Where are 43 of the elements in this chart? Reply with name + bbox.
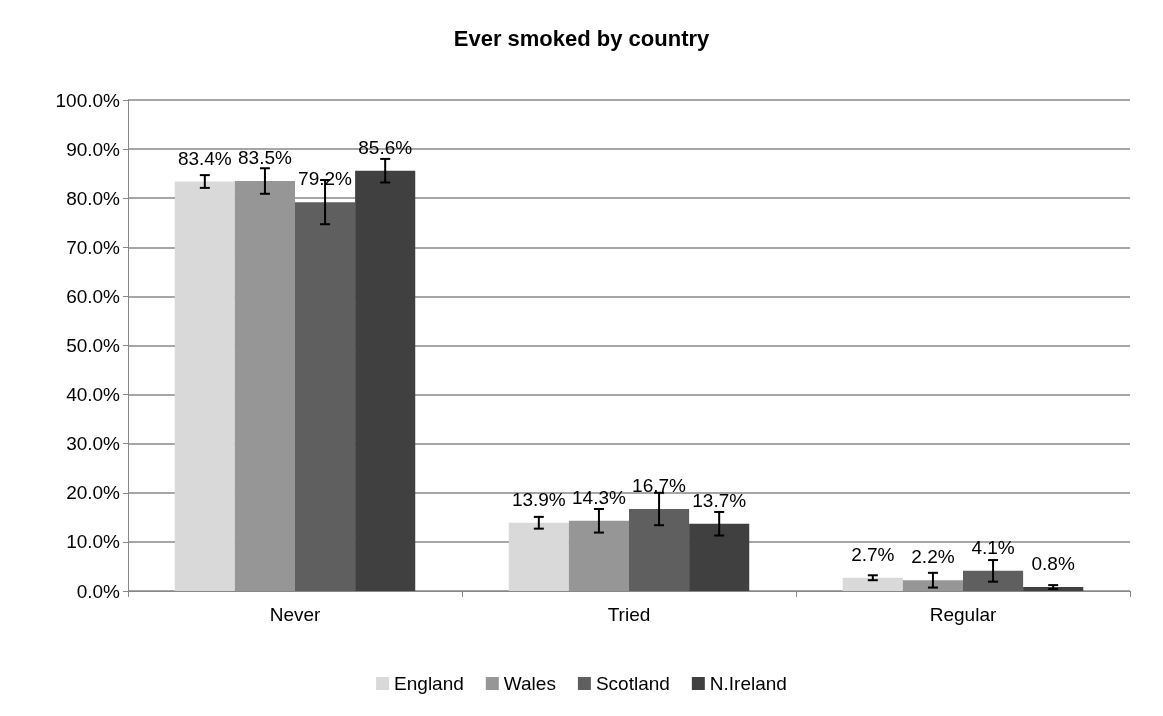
data-label: 85.6% (358, 136, 413, 158)
bar (508, 522, 569, 591)
data-label: 14.3% (572, 486, 626, 508)
bar (568, 520, 629, 591)
y-tick-label: 40.0% (66, 384, 121, 406)
bar (629, 509, 690, 591)
bar (295, 202, 356, 591)
bar (842, 577, 903, 591)
y-tick-label: 60.0% (66, 285, 121, 307)
data-label: 2.7% (851, 543, 895, 565)
chart-title: Ever smoked by country (453, 25, 711, 51)
data-label: 0.8% (1031, 553, 1075, 575)
y-tick-label: 30.0% (66, 433, 121, 455)
data-label: 79.2% (298, 168, 353, 190)
bar (689, 523, 750, 591)
bar (902, 580, 963, 591)
y-tick-label: 90.0% (66, 138, 121, 160)
bar (174, 181, 235, 591)
bar (1023, 587, 1084, 591)
legend-label: N.Ireland (709, 673, 787, 694)
data-label: 4.1% (971, 536, 1015, 558)
data-label: 13.7% (692, 489, 747, 511)
x-tick-label: Tried (607, 604, 651, 625)
data-label: 83.5% (238, 147, 292, 169)
legend-label: Scotland (595, 673, 670, 694)
data-label: 83.4% (177, 147, 232, 169)
legend-label: Wales (503, 673, 556, 694)
y-tick-label: 0.0% (76, 580, 121, 602)
data-label: 2.2% (911, 546, 955, 568)
y-tick-label: 70.0% (66, 236, 121, 258)
bar (234, 181, 295, 591)
x-tick-label: Regular (929, 604, 997, 625)
y-tick-label: 20.0% (66, 482, 121, 504)
y-tick-label: 100.0% (55, 89, 121, 111)
y-tick-label: 50.0% (66, 335, 121, 356)
bar (355, 170, 416, 591)
y-tick-label: 10.0% (66, 531, 121, 553)
data-label: 16.7% (632, 475, 687, 496)
bar (963, 570, 1024, 591)
y-tick-label: 80.0% (66, 187, 121, 209)
legend-label: England (394, 673, 464, 694)
x-tick-label: Never (269, 604, 322, 625)
data-label: 13.9% (511, 488, 566, 510)
